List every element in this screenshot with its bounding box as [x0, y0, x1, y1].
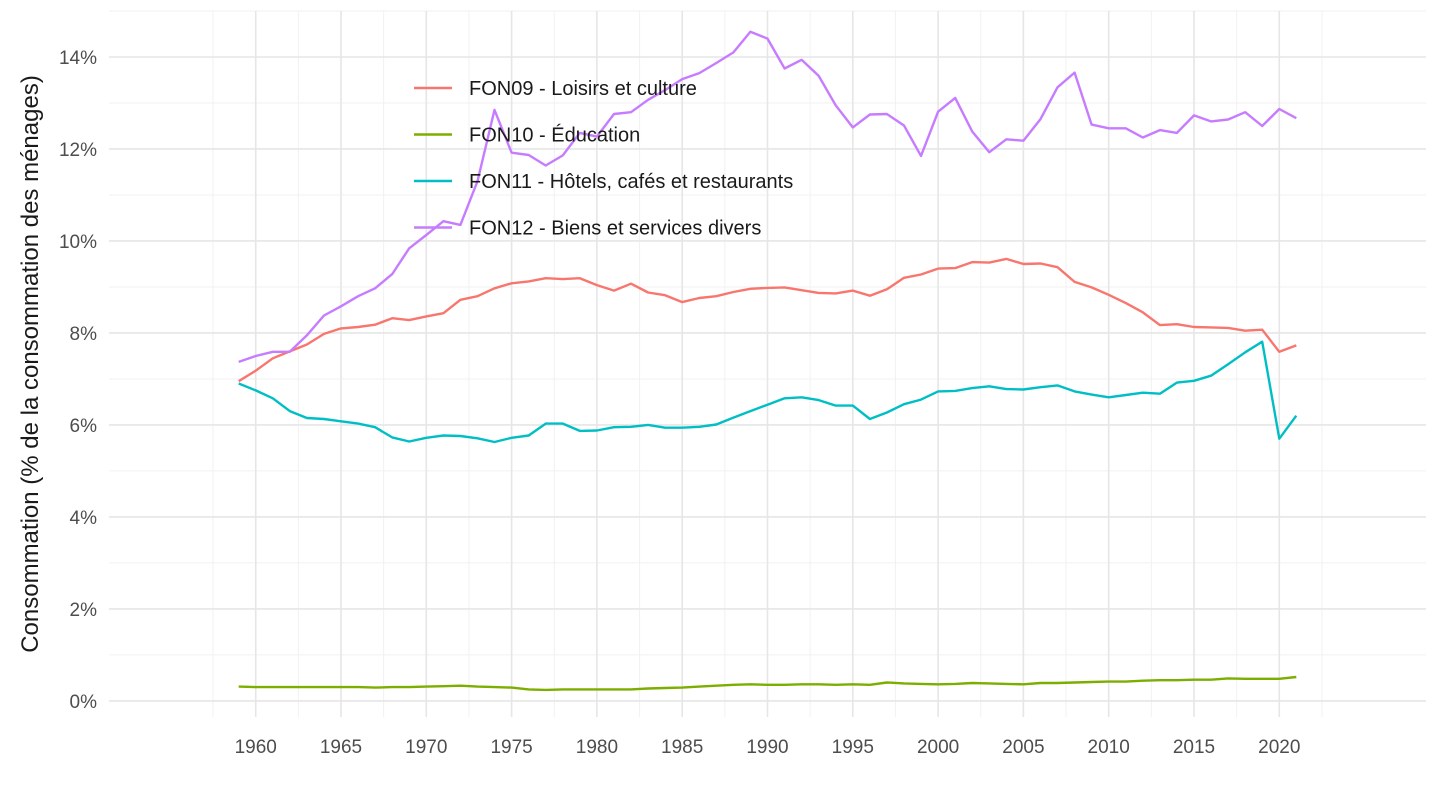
legend-item: FON11 - Hôtels, cafés et restaurants — [414, 171, 793, 193]
y-axis-title: Consommation (% de la consommation des m… — [17, 75, 44, 653]
legend-item: FON09 - Loisirs et culture — [414, 78, 697, 100]
x-tick-label: 1975 — [490, 737, 532, 758]
y-tick-label: 12% — [59, 140, 97, 161]
y-tick-label: 2% — [70, 600, 98, 621]
x-tick-label: 1970 — [405, 737, 447, 758]
legend-item: FON12 - Biens et services divers — [414, 218, 761, 240]
legend-label: FON11 - Hôtels, cafés et restaurants — [469, 171, 793, 193]
x-tick-label: 1995 — [832, 737, 874, 758]
x-axis-tick-labels: 1960 1965 1970 1975 1980 1985 1990 1995 2000 2005… — [235, 737, 1301, 758]
legend-label: FON10 - Éducation — [469, 124, 640, 147]
x-tick-label: 1980 — [576, 737, 618, 758]
legend-item: FON10 - Éducation — [414, 124, 640, 147]
x-tick-label: 1960 — [235, 737, 277, 758]
x-tick-label: 2000 — [917, 737, 959, 758]
major-gridlines — [109, 11, 1426, 717]
y-tick-label: 4% — [70, 508, 98, 529]
y-tick-label: 6% — [70, 416, 98, 437]
series-line-3 — [238, 340, 1298, 444]
x-tick-label: 1985 — [661, 737, 703, 758]
x-tick-label: 2010 — [1088, 737, 1130, 758]
y-tick-label: 0% — [70, 692, 98, 713]
y-axis-tick-labels: 0% 2% 4% 6% 8% 10% 12% 14% — [59, 48, 97, 713]
x-tick-label: 2015 — [1173, 737, 1215, 758]
y-tick-label: 14% — [59, 48, 97, 69]
legend-label: FON09 - Loisirs et culture — [469, 78, 697, 100]
series-line-1 — [238, 257, 1297, 383]
series-lines — [238, 30, 1298, 692]
x-tick-label: 2005 — [1002, 737, 1044, 758]
x-tick-label: 1990 — [746, 737, 788, 758]
series-line-2 — [238, 675, 1297, 692]
y-tick-label: 10% — [59, 232, 97, 253]
x-tick-label: 1965 — [320, 737, 362, 758]
y-tick-label: 8% — [70, 324, 98, 345]
legend-label: FON12 - Biens et services divers — [469, 218, 761, 240]
series-line-4 — [238, 30, 1297, 364]
legend: FON09 - Loisirs et culture FON10 - Éducat… — [414, 78, 793, 240]
x-tick-label: 2020 — [1258, 737, 1300, 758]
